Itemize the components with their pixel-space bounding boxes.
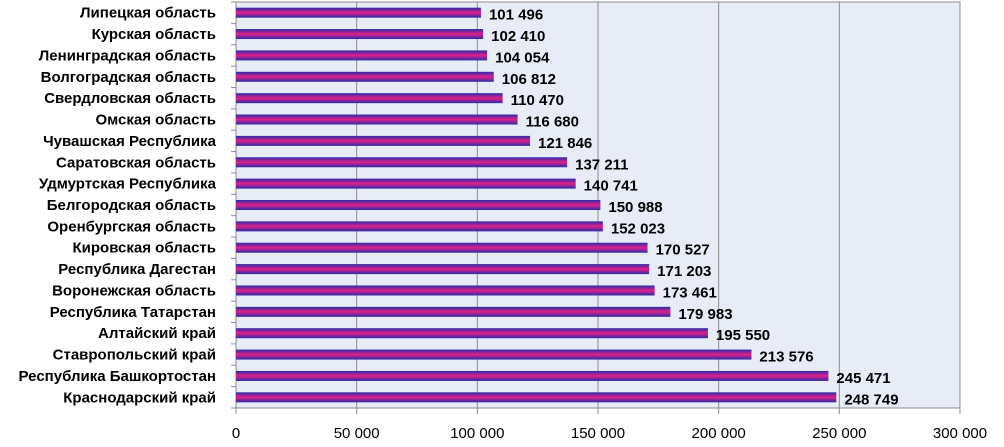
category-label: Республика Татарстан: [50, 304, 216, 321]
x-tick-label: 50 000: [334, 425, 380, 442]
category-label: Удмуртская Республика: [39, 176, 217, 193]
x-tick-label: 300 000: [933, 425, 987, 442]
category-label: Омская область: [95, 112, 216, 129]
category-label: Чувашская Республика: [43, 133, 217, 150]
bar: [236, 50, 488, 61]
x-tick-label: 200 000: [692, 425, 746, 442]
category-labels: Липецкая область Курская область Ленинград…: [19, 5, 217, 407]
bar: [236, 349, 752, 360]
data-label: 173 461: [663, 284, 717, 301]
bar: [236, 135, 531, 146]
category-label: Республика Дагестан: [58, 261, 216, 278]
category-label: Волгоградская область: [41, 69, 216, 86]
data-label: 106 812: [502, 71, 556, 88]
category-label: Республика Башкортостан: [19, 368, 216, 385]
category-label: Саратовская область: [56, 154, 216, 171]
category-label: Оренбургская область: [47, 218, 216, 235]
bar: [236, 392, 837, 403]
bar: [236, 264, 650, 275]
category-label: Ставропольский край: [53, 347, 216, 364]
bar: [236, 221, 603, 232]
bar: [236, 114, 518, 125]
category-label: Краснодарский край: [63, 389, 216, 406]
x-tick-label: 100 000: [450, 425, 504, 442]
grid-lines: [231, 1, 961, 414]
category-label: Свердловская область: [44, 90, 216, 107]
bar: [236, 328, 708, 339]
data-label: 121 846: [538, 135, 592, 152]
bars: [236, 7, 837, 403]
category-label: Алтайский край: [98, 325, 216, 342]
bar: [236, 200, 601, 210]
data-label: 140 741: [584, 178, 638, 195]
category-label: Воронежская область: [52, 282, 216, 299]
bar: [236, 285, 655, 296]
category-label: Липецкая область: [80, 5, 216, 22]
bar: [236, 178, 576, 189]
data-label: 213 576: [759, 349, 813, 366]
bar: [236, 7, 481, 18]
bar: [236, 71, 494, 82]
bar: [236, 93, 503, 104]
data-label: 171 203: [657, 263, 711, 280]
data-label: 170 527: [656, 242, 710, 259]
bar: [236, 157, 568, 168]
x-tick-label: 0: [232, 425, 240, 442]
bar: [236, 242, 648, 253]
x-tick-label: 250 000: [812, 425, 866, 442]
data-label: 150 988: [608, 199, 662, 216]
data-label: 195 550: [716, 327, 770, 344]
category-label: Ленинградская область: [39, 47, 216, 64]
data-label: 137 211: [575, 156, 628, 173]
data-label: 104 054: [495, 49, 550, 66]
bar: [236, 370, 829, 381]
data-label: 152 023: [611, 220, 665, 237]
x-tick-label: 150 000: [571, 425, 625, 442]
data-labels: 101 496 102 410 104 054 106 812 110 470 116 6…: [489, 7, 899, 409]
category-label: Кировская область: [73, 240, 217, 257]
data-label: 101 496: [489, 7, 543, 24]
bar: [236, 29, 484, 40]
data-label: 245 471: [836, 370, 890, 387]
data-label: 248 749: [844, 391, 898, 408]
data-label: 179 983: [678, 306, 732, 323]
category-label: Белгородская область: [47, 197, 216, 214]
data-label: 116 680: [526, 114, 579, 131]
x-axis-ticks: 0 50 000 100 000 150 000 200 000 250 000 300 0…: [232, 425, 987, 442]
bar: [236, 306, 671, 317]
data-label: 102 410: [491, 28, 545, 45]
data-label: 110 470: [511, 92, 564, 109]
category-label: Курская область: [92, 26, 216, 43]
